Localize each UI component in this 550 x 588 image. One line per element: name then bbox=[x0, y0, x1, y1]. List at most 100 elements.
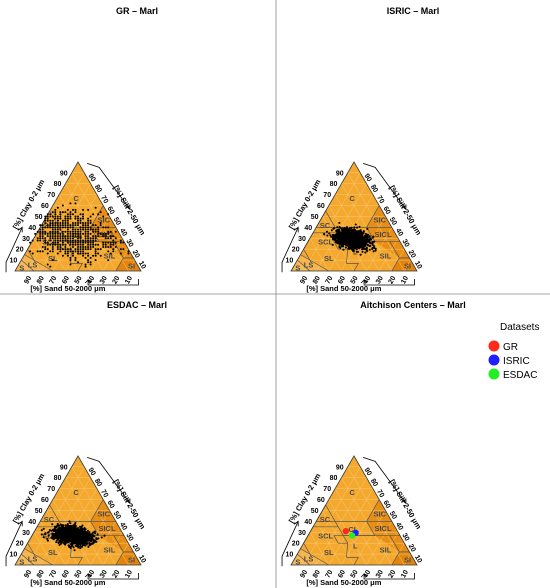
data-point bbox=[77, 527, 80, 530]
data-point bbox=[51, 241, 54, 244]
class-label: SICL bbox=[374, 230, 392, 239]
tick-label-sand: 40 bbox=[362, 275, 372, 285]
tick-label-sand: 50 bbox=[350, 569, 360, 579]
tick-label-sand: 30 bbox=[375, 275, 385, 285]
tick-label-sand: 10 bbox=[124, 275, 134, 285]
tick-label-clay: 30 bbox=[22, 530, 30, 537]
data-point bbox=[68, 545, 71, 548]
data-point bbox=[69, 547, 72, 550]
grid-line-silt bbox=[366, 227, 393, 272]
data-point bbox=[64, 237, 67, 240]
data-point bbox=[69, 202, 72, 205]
data-point bbox=[358, 225, 361, 228]
data-point bbox=[335, 234, 339, 237]
axis-arrows bbox=[281, 162, 415, 286]
data-point bbox=[357, 238, 360, 241]
tick-label-sand: 80 bbox=[36, 275, 46, 285]
data-point bbox=[360, 238, 363, 242]
data-point bbox=[77, 215, 79, 218]
data-point bbox=[89, 215, 92, 218]
data-point bbox=[358, 242, 361, 245]
data-point bbox=[87, 219, 90, 222]
tick-label-silt: 70 bbox=[99, 195, 109, 205]
data-points bbox=[342, 527, 359, 539]
region-si bbox=[115, 257, 141, 271]
data-point bbox=[46, 235, 49, 238]
class-label: SIC bbox=[98, 510, 111, 519]
data-point bbox=[54, 217, 57, 220]
data-point bbox=[78, 535, 81, 538]
data-point bbox=[323, 233, 326, 236]
arrow-silt bbox=[363, 162, 407, 210]
data-point bbox=[338, 225, 341, 228]
data-point bbox=[49, 226, 52, 229]
data-point bbox=[59, 530, 62, 533]
data-point bbox=[66, 541, 69, 544]
data-point bbox=[84, 239, 87, 242]
data-point bbox=[51, 235, 54, 238]
tick-label-clay: 50 bbox=[311, 214, 319, 221]
data-point bbox=[340, 244, 343, 247]
tick-label-clay: 10 bbox=[286, 258, 294, 265]
data-point bbox=[355, 247, 358, 250]
data-point bbox=[56, 232, 59, 235]
data-point bbox=[44, 226, 47, 229]
data-point bbox=[84, 230, 87, 233]
data-point bbox=[340, 238, 343, 241]
data-point bbox=[79, 539, 82, 542]
data-point bbox=[54, 536, 57, 540]
grid-line-sand bbox=[297, 553, 304, 566]
data-point bbox=[364, 240, 367, 243]
data-point bbox=[68, 520, 71, 523]
legend-label-esdac: ESDAC bbox=[503, 370, 537, 381]
data-point bbox=[36, 250, 39, 253]
tick-label-clay: 50 bbox=[35, 508, 43, 515]
data-point bbox=[61, 224, 64, 227]
arrow-clay bbox=[5, 521, 23, 567]
data-point bbox=[84, 226, 87, 229]
data-point bbox=[82, 208, 85, 211]
data-point bbox=[102, 235, 105, 238]
arrowhead-sand bbox=[84, 573, 92, 578]
data-point bbox=[94, 237, 97, 240]
data-point bbox=[351, 233, 354, 236]
data-point bbox=[102, 243, 105, 246]
class-boundary bbox=[297, 259, 311, 272]
class-label: L bbox=[353, 541, 358, 550]
arrow-sand bbox=[87, 279, 139, 286]
data-point bbox=[362, 237, 365, 240]
data-point bbox=[53, 529, 56, 532]
data-point bbox=[374, 247, 377, 250]
class-label: S bbox=[19, 558, 24, 567]
data-point bbox=[361, 250, 364, 253]
grid-line-sand bbox=[334, 488, 380, 566]
class-boundary bbox=[346, 557, 360, 566]
data-point bbox=[51, 245, 54, 248]
data-point bbox=[71, 254, 74, 257]
data-point bbox=[347, 238, 350, 241]
data-point bbox=[359, 246, 362, 249]
class-boundary bbox=[113, 241, 124, 259]
axis-label-sand: [%] Sand 50-2000 μm bbox=[30, 578, 105, 587]
data-point bbox=[104, 226, 107, 229]
data-point bbox=[74, 224, 77, 227]
data-point bbox=[34, 232, 37, 235]
data-point bbox=[74, 544, 77, 547]
class-label: SCL bbox=[42, 532, 57, 541]
data-point bbox=[366, 227, 369, 231]
data-point bbox=[66, 237, 69, 240]
data-point bbox=[66, 213, 69, 216]
data-point bbox=[61, 254, 64, 257]
grid-line-silt bbox=[404, 259, 411, 272]
data-point bbox=[46, 215, 49, 218]
data-point bbox=[56, 239, 59, 242]
data-point bbox=[44, 237, 47, 240]
data-point bbox=[343, 231, 346, 234]
data-point bbox=[102, 215, 105, 218]
data-point bbox=[114, 237, 117, 240]
tick-label-silt: 40 bbox=[394, 227, 404, 237]
class-boundary bbox=[115, 551, 134, 566]
class-label: SL bbox=[324, 548, 334, 557]
arrow-clay bbox=[281, 521, 299, 567]
data-point bbox=[64, 221, 67, 224]
